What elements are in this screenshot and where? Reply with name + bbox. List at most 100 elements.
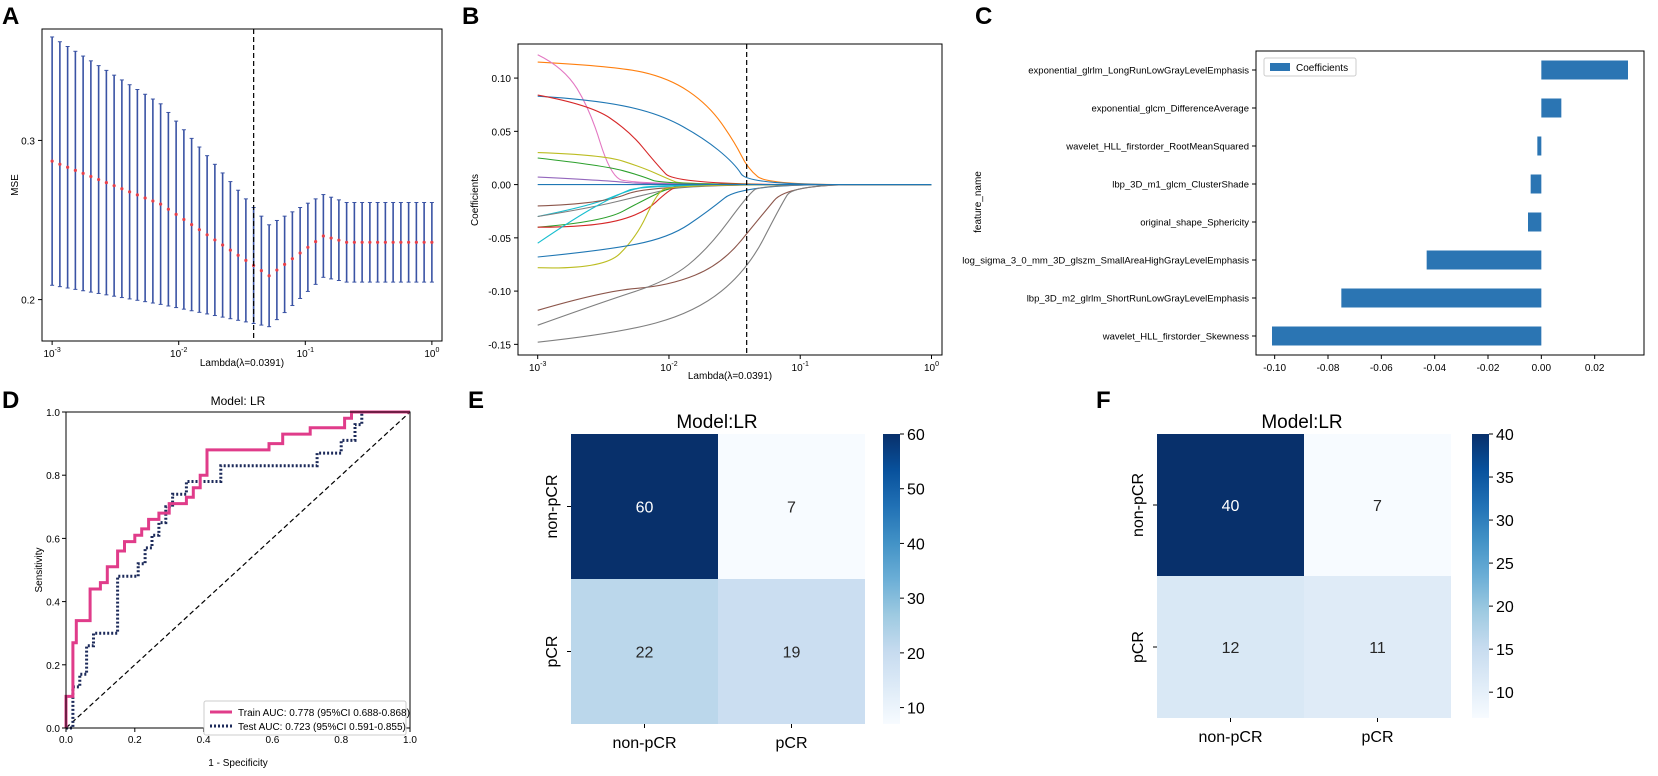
panel-d-marks <box>64 410 411 730</box>
panel-b-xtick-label: 10-2 <box>660 361 677 374</box>
panel-e-marks: 60 7 22 19 <box>571 434 865 724</box>
panel-b-coef-path-s3 <box>537 95 932 186</box>
panel-e-xtick-label: pCR <box>775 735 807 752</box>
panel-a-mean-point <box>290 257 294 261</box>
panel-a-mean-point <box>306 245 310 249</box>
panel-b-coef-path-s16 <box>537 184 932 311</box>
panel-d-xtick-label: 1.0 <box>403 735 417 746</box>
panel-f-colorbar-tick-label: 40 <box>1496 427 1514 444</box>
panel-a-mean-point <box>337 238 341 242</box>
panel-a-mean-point <box>104 181 108 185</box>
panel-c-marks <box>1272 60 1628 346</box>
panel-a-mean-point <box>89 174 93 179</box>
panel-d-legend-test-label: Test AUC: 0.723 (95%CI 0.591-0.855) <box>238 722 406 733</box>
panel-f-cell-value: 11 <box>1369 640 1386 657</box>
panel-e-colorbar <box>883 434 900 724</box>
panel-e-cell-value: 60 <box>636 500 654 517</box>
panel-c-legend-box <box>1263 57 1357 77</box>
panel-f-colorbar-tick-label: 10 <box>1496 685 1514 702</box>
panel-c-category-label: log_sigma_3_0_mm_3D_glszm_SmallAreaHighG… <box>962 256 1249 267</box>
panel-letter-f: F <box>1096 387 1111 414</box>
panel-d-ylabel: Sensitivity <box>34 547 45 592</box>
panel-f-colorbar-tick-label: 15 <box>1496 642 1514 659</box>
panel-c-bar <box>1341 288 1542 308</box>
panel-a-mean-point <box>128 190 132 194</box>
panel-c-bar <box>1537 136 1542 156</box>
panel-c-xtick-label: -0.08 <box>1317 363 1340 374</box>
panel-f-xtick-label: non-pCR <box>1198 729 1262 746</box>
panel-c-category-label: lbp_3D_m1_glcm_ClusterShade <box>1112 180 1249 191</box>
panel-c-bar <box>1541 98 1562 118</box>
panel-b-ytick-label: -0.15 <box>488 340 511 351</box>
panel-b-coef-path-s9 <box>537 184 932 218</box>
panel-b-ticks: 10-3 10-2 10-1 100 -0.15 -0.10 -0.05 0.00 0.05 0.… <box>488 74 939 374</box>
panel-a-mean-point <box>174 212 178 216</box>
panel-a-mean-point <box>190 222 194 227</box>
panel-e-cell-value: 7 <box>787 500 796 517</box>
panel-d-roc-curve-train <box>64 410 410 728</box>
panel-letter-a: A <box>2 3 19 30</box>
panel-letter-d: D <box>2 387 19 414</box>
panel-d-ytick-label: 0.8 <box>46 471 60 482</box>
panel-a-xtick-label: 10-3 <box>43 347 60 360</box>
panel-a-mean-point <box>135 193 139 197</box>
panel-f-confusion-matrix: Model:LR 40 7 12 11 non-pCR pCR non-pCR pCR 10 1… <box>1130 412 1514 746</box>
panel-d-ytick-label: 1.0 <box>46 408 60 419</box>
panel-a-mean-point <box>221 243 225 247</box>
panel-b-xtick-label: 100 <box>924 361 939 374</box>
panel-f-title: Model:LR <box>1261 412 1342 433</box>
panel-letter-c: C <box>975 3 992 30</box>
panel-a-mean-point <box>166 207 170 211</box>
panel-f-colorbar-tick-label: 25 <box>1496 556 1514 573</box>
panel-f-cell <box>1304 434 1451 576</box>
panel-f-ticks: non-pCR pCR non-pCR pCR 10 15 20 25 30 35 40 <box>1130 427 1514 746</box>
panel-a-mean-point <box>352 240 356 244</box>
panel-e-cell <box>718 434 865 579</box>
panel-f-ytick-label: non-pCR <box>1130 473 1147 537</box>
panel-a-xtick-label: 10-2 <box>170 347 187 360</box>
panel-c-category-label: exponential_glrlm_LongRunLowGrayLevelEmp… <box>1028 66 1249 77</box>
panel-e-ytick-label: pCR <box>544 635 561 667</box>
panel-b-coef-path-s15 <box>537 184 932 258</box>
panel-a-frame <box>41 28 443 342</box>
panel-b-ylabel: Coefficients <box>470 174 481 226</box>
panel-a-mean-point <box>283 262 287 266</box>
panel-c-bar <box>1530 174 1542 194</box>
panel-a-mean-point <box>345 240 349 244</box>
panel-b-ytick-label: 0.00 <box>492 181 512 192</box>
panel-e-title: Model:LR <box>676 412 757 433</box>
panel-f-cell <box>1157 576 1304 718</box>
panel-e-ytick-label: non-pCR <box>544 474 561 538</box>
panel-a-mean-point <box>259 269 263 273</box>
panel-c-category-label: original_shape_Sphericity <box>1140 218 1249 229</box>
panel-e-colorbar-tick-label: 20 <box>907 646 925 663</box>
panel-b-coef-path-s8 <box>537 184 932 218</box>
panel-a-mean-point <box>151 199 155 203</box>
panel-f-ytick-label: pCR <box>1130 631 1147 663</box>
panel-c-bar <box>1272 326 1542 346</box>
panel-c-category-label: lbp_3D_m2_glrlm_ShortRunLowGrayLevelEmph… <box>1027 294 1250 305</box>
panel-f-colorbar-tick-label: 35 <box>1496 470 1514 487</box>
panel-a-mean-point <box>414 240 418 244</box>
panel-b-xtick-label: 10-1 <box>792 361 809 374</box>
panel-b-ytick-label: -0.05 <box>488 234 511 245</box>
panel-a-ytick-label: 0.2 <box>21 296 35 307</box>
panel-f-colorbar <box>1472 434 1489 718</box>
panel-b-ytick-label: -0.10 <box>488 287 511 298</box>
panel-e-xtick-label: non-pCR <box>612 735 676 752</box>
panel-b-coefficient-paths: 10-3 10-2 10-1 100 -0.15 -0.10 -0.05 0.00 0.05 0.… <box>470 43 943 382</box>
panel-a-mean-point <box>391 240 395 244</box>
panel-a-mean-point <box>213 238 217 242</box>
panel-d-xtick-label: 0.6 <box>265 735 279 746</box>
panel-f-colorbar-tick-label: 20 <box>1496 599 1514 616</box>
panel-a-mean-point <box>81 171 85 176</box>
panel-c-xtick-label: -0.06 <box>1370 363 1393 374</box>
panel-c-category-label: exponential_glcm_DifferenceAverage <box>1091 104 1249 115</box>
panel-d-xtick-label: 0.8 <box>334 735 348 746</box>
panel-d-xtick-label: 0.4 <box>197 735 211 746</box>
panel-a-mean-point <box>228 248 232 252</box>
panel-b-coef-path-s17 <box>537 184 932 326</box>
panel-a-mean-point <box>97 177 101 182</box>
panel-f-cell <box>1304 576 1451 718</box>
